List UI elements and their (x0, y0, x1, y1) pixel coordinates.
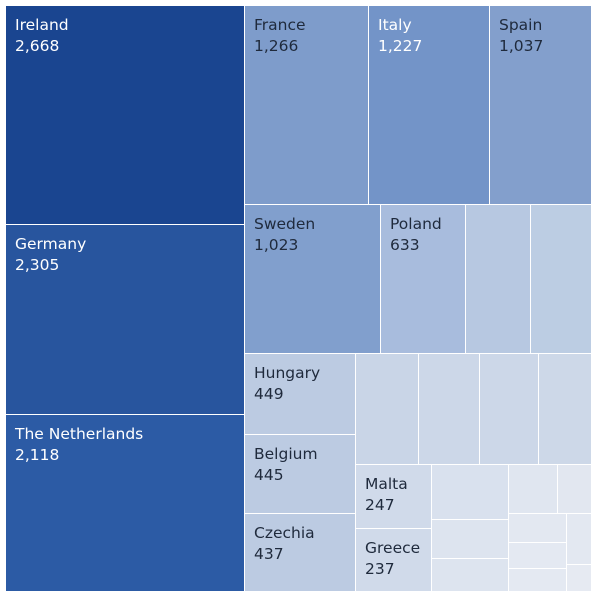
tile-label-the-netherlands: The Netherlands (14, 425, 143, 443)
tile-unlabeled-27 (509, 569, 566, 591)
tile-value-germany: 2,305 (15, 256, 59, 274)
tile-ireland (6, 6, 244, 224)
tile-label-poland: Poland (390, 215, 442, 233)
tile-value-malta: 247 (365, 496, 395, 514)
tile-label-hungary: Hungary (254, 364, 320, 382)
tile-label-czechia: Czechia (254, 524, 315, 542)
tile-label-france: France (254, 16, 306, 34)
tile-unlabeled-15 (356, 354, 418, 464)
tile-value-spain: 1,037 (499, 37, 543, 55)
tile-label-greece: Greece (365, 539, 420, 557)
tile-sweden (245, 205, 380, 353)
tile-unlabeled-17 (480, 354, 538, 464)
tile-unlabeled-18 (539, 354, 591, 464)
tile-unlabeled-20 (432, 520, 508, 558)
tile-unlabeled-28 (567, 565, 591, 591)
tile-label-malta: Malta (365, 475, 408, 493)
tile-italy (369, 6, 489, 204)
tile-belgium (245, 435, 355, 513)
tile-unlabeled-23 (558, 465, 591, 513)
tile-france (245, 6, 368, 204)
tile-unlabeled-24 (509, 514, 566, 542)
tile-label-belgium: Belgium (254, 445, 318, 463)
tile-value-poland: 633 (390, 236, 420, 254)
tile-value-the-netherlands: 2,118 (15, 446, 59, 464)
tile-label-ireland: Ireland (15, 16, 69, 34)
tile-unlabeled-22 (509, 465, 557, 513)
tile-the-netherlands (6, 415, 244, 591)
tile-poland (381, 205, 465, 353)
tile-unlabeled-26 (509, 543, 566, 568)
tile-germany (6, 225, 244, 414)
tile-unlabeled-13 (466, 205, 530, 353)
tile-label-spain: Spain (499, 16, 542, 34)
tile-hungary (245, 354, 355, 434)
tile-value-hungary: 449 (254, 385, 284, 403)
tile-value-belgium: 445 (254, 466, 284, 484)
tile-value-ireland: 2,668 (15, 37, 59, 55)
tile-greece (356, 529, 431, 591)
tile-value-czechia: 437 (254, 545, 284, 563)
tile-unlabeled-14 (531, 205, 591, 353)
tile-value-italy: 1,227 (378, 37, 422, 55)
tile-label-germany: Germany (15, 235, 86, 253)
tile-czechia (245, 514, 355, 591)
tile-malta (356, 465, 431, 528)
tile-unlabeled-25 (567, 514, 591, 564)
tile-value-france: 1,266 (254, 37, 298, 55)
tile-unlabeled-16 (419, 354, 479, 464)
tile-value-sweden: 1,023 (254, 236, 298, 254)
tile-label-sweden: Sweden (254, 215, 315, 233)
tile-unlabeled-21 (432, 559, 508, 591)
tile-value-greece: 237 (365, 560, 395, 578)
tile-unlabeled-19 (432, 465, 508, 519)
tile-label-italy: Italy (378, 16, 412, 34)
tile-spain (490, 6, 591, 204)
